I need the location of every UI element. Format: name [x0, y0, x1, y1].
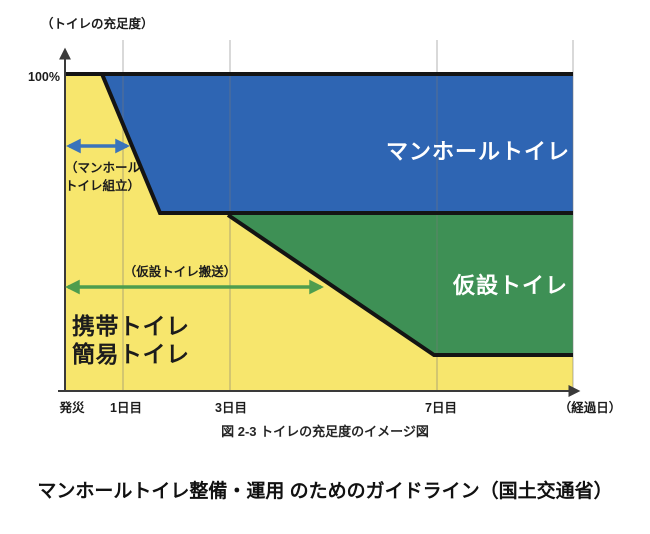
x-tick-day3: 3日目 — [215, 401, 247, 415]
x-tick-onset: 発災 — [59, 401, 85, 415]
temporary-boundary-line — [226, 213, 573, 357]
x-tick-day7: 7日目 — [425, 401, 457, 415]
temporary-toilet-area — [228, 214, 573, 355]
label-portable-simple-toilet: 携帯トイレ 簡易トイレ — [72, 313, 190, 368]
annotation-manhole-assembly: （マンホール トイレ組立） — [65, 161, 141, 193]
label-temporary-toilet: 仮設トイレ — [452, 273, 568, 298]
annotation-temporary-transport: （仮設トイレ搬送） — [123, 265, 237, 279]
x-tick-day1: 1日目 — [110, 401, 142, 415]
manhole-toilet-area — [102, 74, 573, 213]
manhole-boundary-line — [100, 73, 573, 215]
x-axis-unit-label: （経過日） — [558, 401, 622, 415]
guideline-source-title: マンホールトイレ整備・運用 のためのガイドライン（国土交通省） — [37, 481, 613, 502]
label-manhole-toilet: マンホールトイレ — [385, 139, 570, 164]
y-axis-title: （トイレの充足度） — [41, 17, 154, 31]
y-tick-100: 100% — [28, 70, 60, 84]
figure-caption: 図 2-3 トイレの充足度のイメージ図 — [221, 424, 429, 439]
